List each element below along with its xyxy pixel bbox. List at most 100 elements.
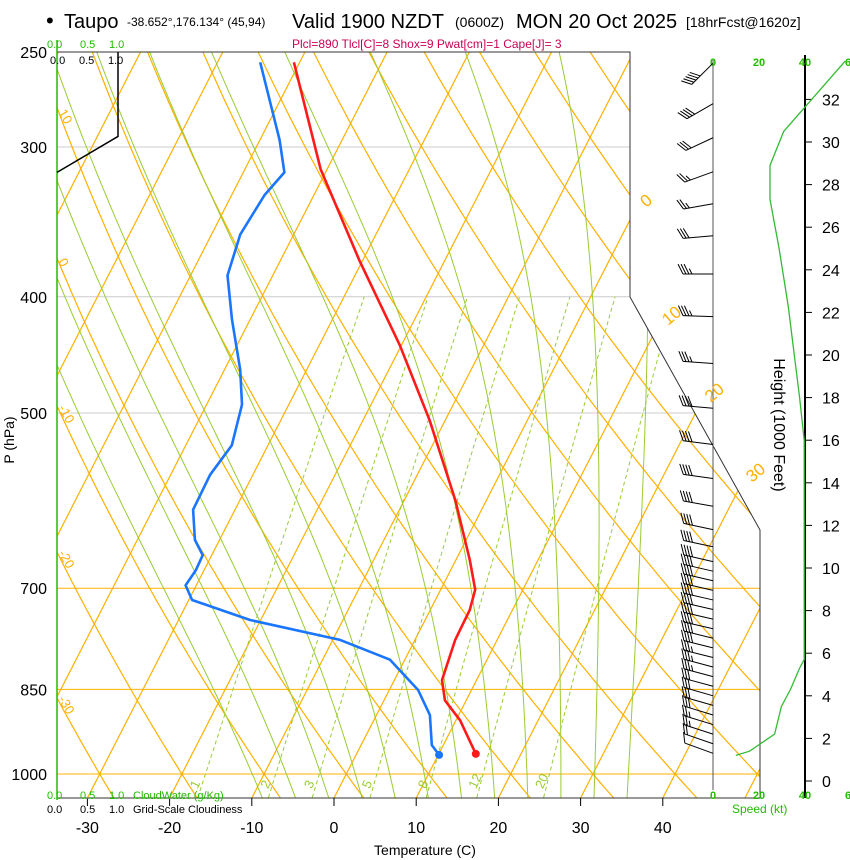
- plot-frame: [57, 51, 761, 799]
- wind-barb-feather: [681, 704, 685, 716]
- pressure-tick-label: 250: [20, 45, 47, 62]
- wind-barb: [680, 639, 714, 658]
- wind-barb-feather: [684, 686, 688, 699]
- wind-barb-feather: [684, 705, 688, 717]
- wind-barb: [680, 563, 714, 582]
- wind-barb: [680, 572, 714, 591]
- wind-barb-feather: [689, 603, 694, 615]
- cloudiness-tick-0: 0.0: [47, 804, 62, 816]
- wind-barb-feather: [686, 513, 691, 525]
- height-tick-label: 8: [822, 604, 831, 621]
- wind-barb-feather: [681, 395, 687, 407]
- wind-barb: [680, 591, 714, 611]
- wind-panel: 0246810121416182022242628303200202040406…: [676, 55, 850, 802]
- dry-adiabat: [357, 52, 760, 798]
- wind-barb-feather: [683, 582, 688, 594]
- wind-barb: [679, 430, 714, 445]
- wind-barb-staff: [685, 137, 714, 151]
- speed-axis-title: Speed (kt): [732, 802, 787, 816]
- cloudiness-tick-2: 1.0: [109, 804, 124, 816]
- wind-barb-staff: [684, 742, 714, 754]
- wind-barb-staff: [684, 171, 714, 183]
- wind-barb-staff: [684, 724, 714, 735]
- wind-barb-feather: [689, 584, 694, 596]
- wind-barb-feather: [683, 640, 688, 652]
- wind-barb-feather: [689, 546, 694, 558]
- wind-barb-feather: [687, 696, 691, 709]
- wind-barb-feather: [687, 649, 691, 661]
- mixing-ratio-line: [423, 296, 571, 798]
- wind-barb-feather: [686, 564, 691, 576]
- wind-barb-feather: [679, 463, 684, 475]
- wind-barb: [681, 667, 714, 687]
- wind-barb-staff: [683, 583, 714, 591]
- temperature-tick-label: 0: [330, 820, 339, 837]
- moist-adiabat: [464, 52, 562, 798]
- wind-barb-feather: [685, 107, 696, 115]
- wind-barb-feather: [677, 112, 688, 120]
- mixing-ratio-label: 2: [257, 778, 274, 791]
- wind-barb-feather: [683, 731, 686, 744]
- wind-barb-feather: [685, 430, 690, 442]
- cloudiness-tick-top-2: 1.0: [108, 55, 123, 67]
- labels-layer: 1 2 3 5 8 12 200102030100-10-20-30250300400500…: [11, 45, 769, 837]
- height-tick-label: 32: [822, 92, 840, 109]
- wind-barb-staff: [686, 103, 714, 120]
- wind-barb-staff: [683, 573, 714, 582]
- cloudwater-label: CloudWater (g/Kg): [133, 790, 224, 802]
- speed-tick-label-bottom: 0: [710, 790, 716, 802]
- wind-barb-feather: [689, 593, 694, 605]
- isotherm: [494, 52, 760, 798]
- wind-barb-feather: [683, 530, 688, 542]
- temperature-tick-label: -30: [76, 820, 99, 837]
- dry-adiabat: [57, 52, 119, 798]
- wind-barb-feather: [686, 631, 691, 643]
- wind-barb-feather: [681, 648, 685, 660]
- wind-barb-feather: [691, 655, 694, 662]
- wind-barb: [681, 62, 714, 85]
- height-tick-label: 22: [822, 305, 840, 322]
- wind-barb-feather: [680, 512, 685, 524]
- mixing-ratio-label: 3: [301, 778, 318, 791]
- wind-barb: [680, 601, 714, 620]
- wind-barb-feather: [689, 514, 693, 526]
- isotherm: [83, 52, 481, 798]
- cloudiness-tick-1: 0.5: [80, 804, 95, 816]
- wind-barb-feather: [686, 612, 691, 624]
- wind-barb-staff: [683, 500, 714, 507]
- y-axis-title: P (hPa): [1, 416, 17, 463]
- dry-adiabat: [630, 52, 760, 798]
- wind-barb-feather: [683, 305, 690, 317]
- mixing-ratio-line: [541, 296, 676, 798]
- wind-barb-feather: [680, 563, 685, 575]
- wind-barb-feather: [686, 583, 691, 595]
- pressure-tick-label: 400: [20, 290, 47, 307]
- speed-tick-label-bottom: 40: [799, 790, 811, 802]
- wind-barb-feather: [685, 175, 691, 181]
- dry-adiabat-label: 10: [55, 106, 75, 126]
- cloudwater-tick-top-0: 0.0: [47, 39, 62, 51]
- speed-tick-label-top: 40: [799, 57, 811, 69]
- wind-barb-feather: [685, 202, 690, 209]
- mixing-ratio-line: [367, 296, 521, 798]
- wind-barb-feather: [686, 602, 691, 614]
- wind-barb-staff: [683, 203, 714, 210]
- isotherm: [576, 52, 760, 798]
- wind-barb-feather: [684, 696, 688, 708]
- moist-adiabat: [57, 52, 365, 798]
- height-tick-label: 24: [822, 263, 840, 280]
- wind-barb: [681, 657, 714, 678]
- x-axis-title: Temperature (C): [374, 842, 476, 858]
- wind-barb: [683, 731, 714, 754]
- wind-barb-feather: [677, 263, 684, 275]
- dry-adiabat-label: -20: [55, 547, 77, 571]
- wind-barb-feather: [681, 676, 685, 688]
- wind-barb-feather: [680, 601, 685, 613]
- wind-barb-feather: [683, 544, 688, 556]
- moist-adiabat: [211, 52, 463, 798]
- wind-barb-feather: [686, 640, 691, 652]
- height-tick-label: 2: [822, 731, 831, 748]
- wind-barb-feather: [689, 555, 694, 567]
- cloudiness-line: [56, 52, 119, 174]
- cloudwater-tick-top-1: 0.5: [80, 39, 95, 51]
